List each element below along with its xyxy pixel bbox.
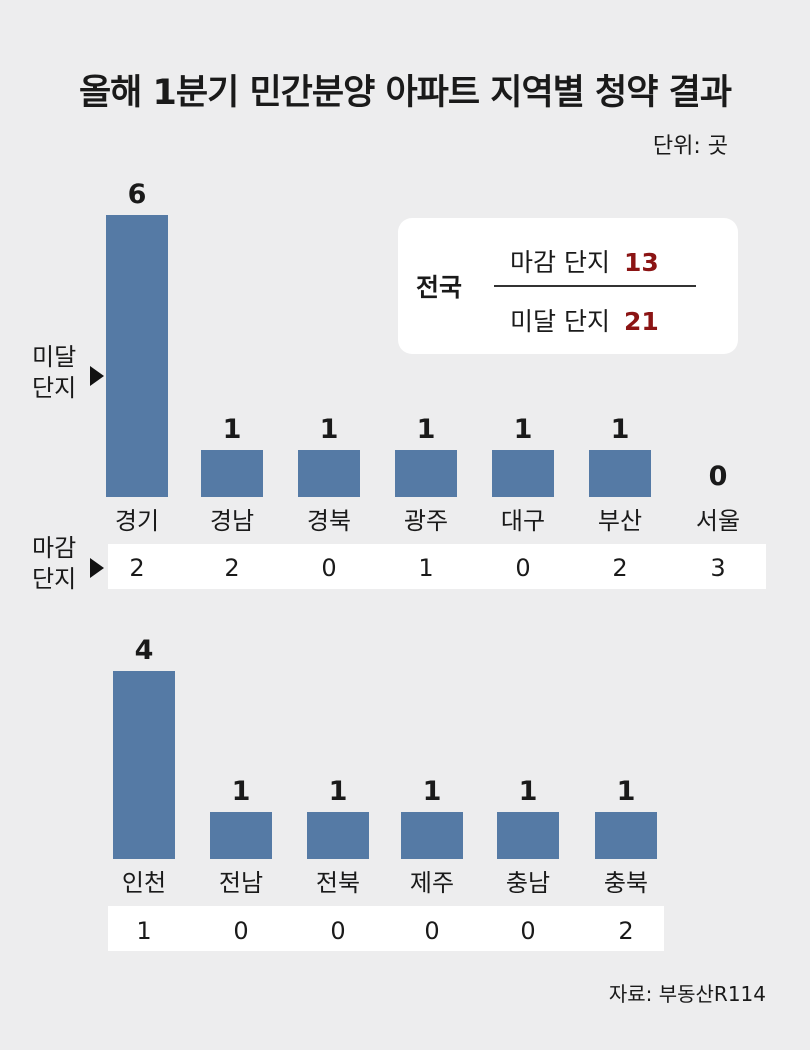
summary-divider: [494, 285, 696, 287]
closed-count-label: 2: [618, 917, 633, 945]
bar-value-label: 1: [611, 414, 630, 445]
bar-value-label: 1: [223, 414, 242, 445]
category-label: 전북: [316, 869, 360, 897]
bar-value-label: 1: [232, 776, 251, 807]
closed-count-label: 0: [330, 917, 345, 945]
closed-count-label: 0: [520, 917, 535, 945]
bar-value-label: 0: [709, 461, 728, 492]
bar: [497, 812, 559, 859]
category-label: 인천: [122, 869, 166, 897]
bar-value-label: 1: [417, 414, 436, 445]
closed-count-label: 0: [321, 554, 336, 582]
bar: [106, 215, 168, 497]
closed-count-label: 2: [612, 554, 627, 582]
legend-unfilled-arrow-icon: [90, 366, 104, 386]
bar-value-label: 1: [329, 776, 348, 807]
category-label: 충남: [506, 869, 550, 897]
summary-closed-value: 13: [623, 248, 659, 277]
closed-count-label: 3: [710, 554, 725, 582]
category-label: 경남: [210, 507, 254, 535]
legend-closed-line1: 마감: [32, 534, 76, 562]
category-label: 충북: [604, 869, 648, 897]
closed-count-label: 0: [515, 554, 530, 582]
legend-closed-arrow-icon: [90, 558, 104, 578]
summary-closed-label: 마감 단지: [510, 248, 610, 277]
chart-marks: 6경기21경남21경북01광주11대구01부산20서울34인천11전남01전북0…: [106, 179, 740, 945]
bar: [210, 812, 272, 859]
chart-title: 올해 1분기 민간분양 아파트 지역별 청약 결과: [78, 73, 732, 113]
category-label: 서울: [696, 507, 740, 535]
category-label: 전남: [219, 869, 263, 897]
summary-unfilled-row: 미달 단지 21: [510, 302, 659, 338]
summary-region: 전국: [416, 273, 463, 302]
bar-value-label: 1: [519, 776, 538, 807]
closed-count-label: 1: [136, 917, 151, 945]
closed-count-label: 2: [224, 554, 239, 582]
summary-unfilled-label: 미달 단지: [510, 307, 610, 336]
closed-row-bg-top: [108, 544, 766, 589]
bar: [595, 812, 657, 859]
bar: [492, 450, 554, 497]
category-label: 광주: [404, 507, 448, 535]
summary-unfilled-value: 21: [623, 307, 659, 336]
legend-unfilled-line2: 단지: [32, 374, 76, 402]
bar: [298, 450, 360, 497]
category-label: 경북: [307, 507, 351, 535]
closed-count-label: 1: [418, 554, 433, 582]
bar-value-label: 1: [320, 414, 339, 445]
closed-count-label: 0: [233, 917, 248, 945]
bar-value-label: 6: [128, 179, 147, 210]
category-label: 제주: [410, 869, 454, 897]
closed-count-label: 2: [129, 554, 144, 582]
bar: [395, 450, 457, 497]
bar: [401, 812, 463, 859]
closed-count-label: 0: [424, 917, 439, 945]
source-label: 자료: 부동산R114: [608, 982, 766, 1006]
legend-closed-line2: 단지: [32, 565, 76, 593]
summary-closed-row: 마감 단지 13: [510, 243, 659, 279]
legend-unfilled-line1: 미달: [32, 343, 76, 371]
bar: [113, 671, 175, 859]
bar: [307, 812, 369, 859]
bar-value-label: 4: [135, 635, 154, 666]
bar-value-label: 1: [617, 776, 636, 807]
closed-row-bg-bottom: [108, 906, 664, 951]
bar-value-label: 1: [514, 414, 533, 445]
bar: [589, 450, 651, 497]
bar: [201, 450, 263, 497]
category-label: 부산: [598, 507, 642, 535]
national-summary-box: 전국 마감 단지 13 미달 단지 21: [398, 218, 738, 354]
bar-value-label: 1: [423, 776, 442, 807]
unit-label: 단위: 곳: [652, 134, 728, 159]
category-label: 대구: [501, 507, 545, 535]
category-label: 경기: [115, 507, 159, 535]
